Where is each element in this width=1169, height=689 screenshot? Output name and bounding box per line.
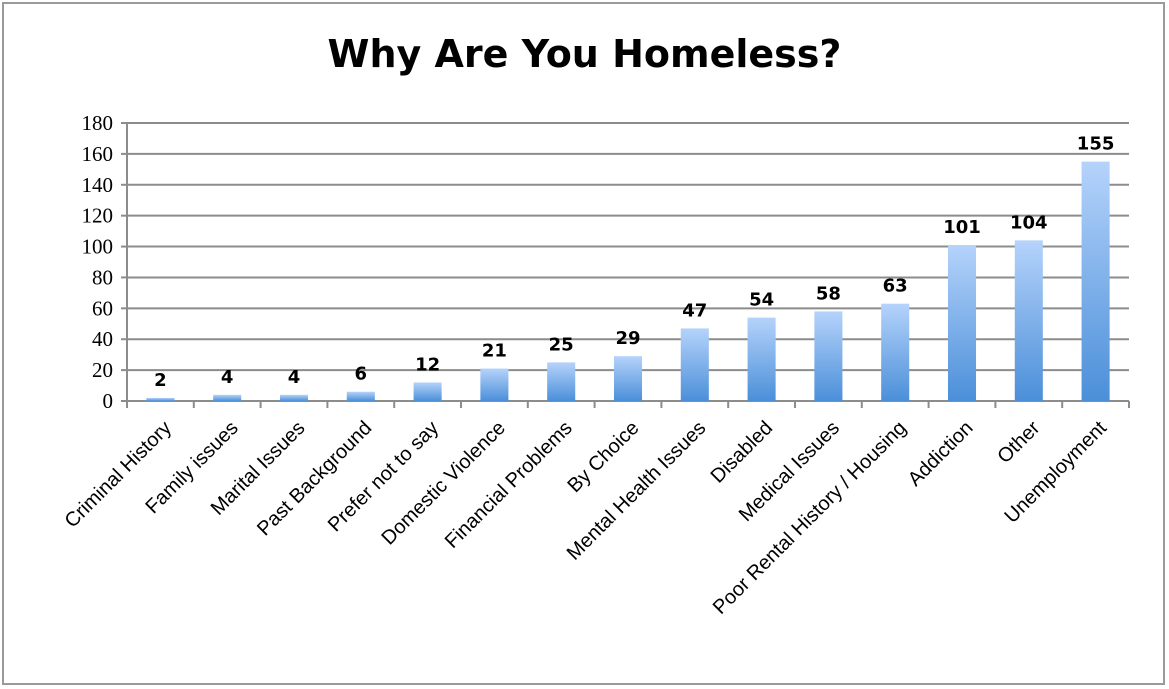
bar bbox=[146, 398, 174, 401]
x-tick-label: Addiction bbox=[904, 417, 978, 491]
bar bbox=[881, 304, 909, 401]
bar bbox=[280, 395, 308, 401]
data-label: 58 bbox=[816, 283, 841, 304]
bar bbox=[347, 392, 375, 401]
y-tick-label: 80 bbox=[92, 265, 113, 289]
bar bbox=[480, 369, 508, 401]
data-label: 155 bbox=[1077, 134, 1115, 155]
bar bbox=[748, 318, 776, 401]
x-tick-label: Disabled bbox=[707, 417, 778, 488]
y-tick-label: 60 bbox=[92, 296, 113, 320]
x-tick-label: Past Background bbox=[253, 417, 376, 540]
y-tick-label: 140 bbox=[82, 173, 114, 197]
y-tick-label: 40 bbox=[92, 327, 113, 351]
bar bbox=[948, 245, 976, 401]
bar bbox=[1082, 162, 1110, 401]
data-label: 25 bbox=[549, 334, 574, 355]
x-tick-label: Domestic Violence bbox=[378, 417, 510, 549]
y-tick-label: 0 bbox=[103, 389, 114, 413]
data-label: 12 bbox=[415, 354, 440, 375]
data-label: 21 bbox=[482, 341, 507, 362]
bar bbox=[414, 382, 442, 401]
data-label: 101 bbox=[943, 217, 981, 238]
bar bbox=[213, 395, 241, 401]
y-tick-label: 180 bbox=[82, 111, 114, 135]
data-label: 6 bbox=[355, 364, 368, 385]
x-tick-label: Financial Problems bbox=[441, 417, 577, 553]
y-tick-label: 120 bbox=[82, 204, 114, 228]
y-tick-label: 100 bbox=[82, 235, 114, 259]
data-label: 47 bbox=[682, 300, 707, 321]
y-tick-label: 20 bbox=[92, 358, 113, 382]
data-label: 4 bbox=[221, 367, 234, 388]
bar bbox=[1015, 240, 1043, 401]
data-label: 63 bbox=[883, 276, 908, 297]
bar bbox=[814, 311, 842, 401]
bars bbox=[146, 162, 1109, 401]
x-tick-label: Other bbox=[993, 417, 1044, 468]
data-label: 2 bbox=[154, 370, 167, 391]
y-tick-label: 160 bbox=[82, 142, 114, 166]
data-label: 29 bbox=[615, 328, 640, 349]
data-label: 54 bbox=[749, 290, 774, 311]
data-label: 4 bbox=[288, 367, 301, 388]
bar bbox=[614, 356, 642, 401]
bar bbox=[681, 328, 709, 401]
bar bbox=[547, 362, 575, 401]
data-label: 104 bbox=[1010, 212, 1048, 233]
